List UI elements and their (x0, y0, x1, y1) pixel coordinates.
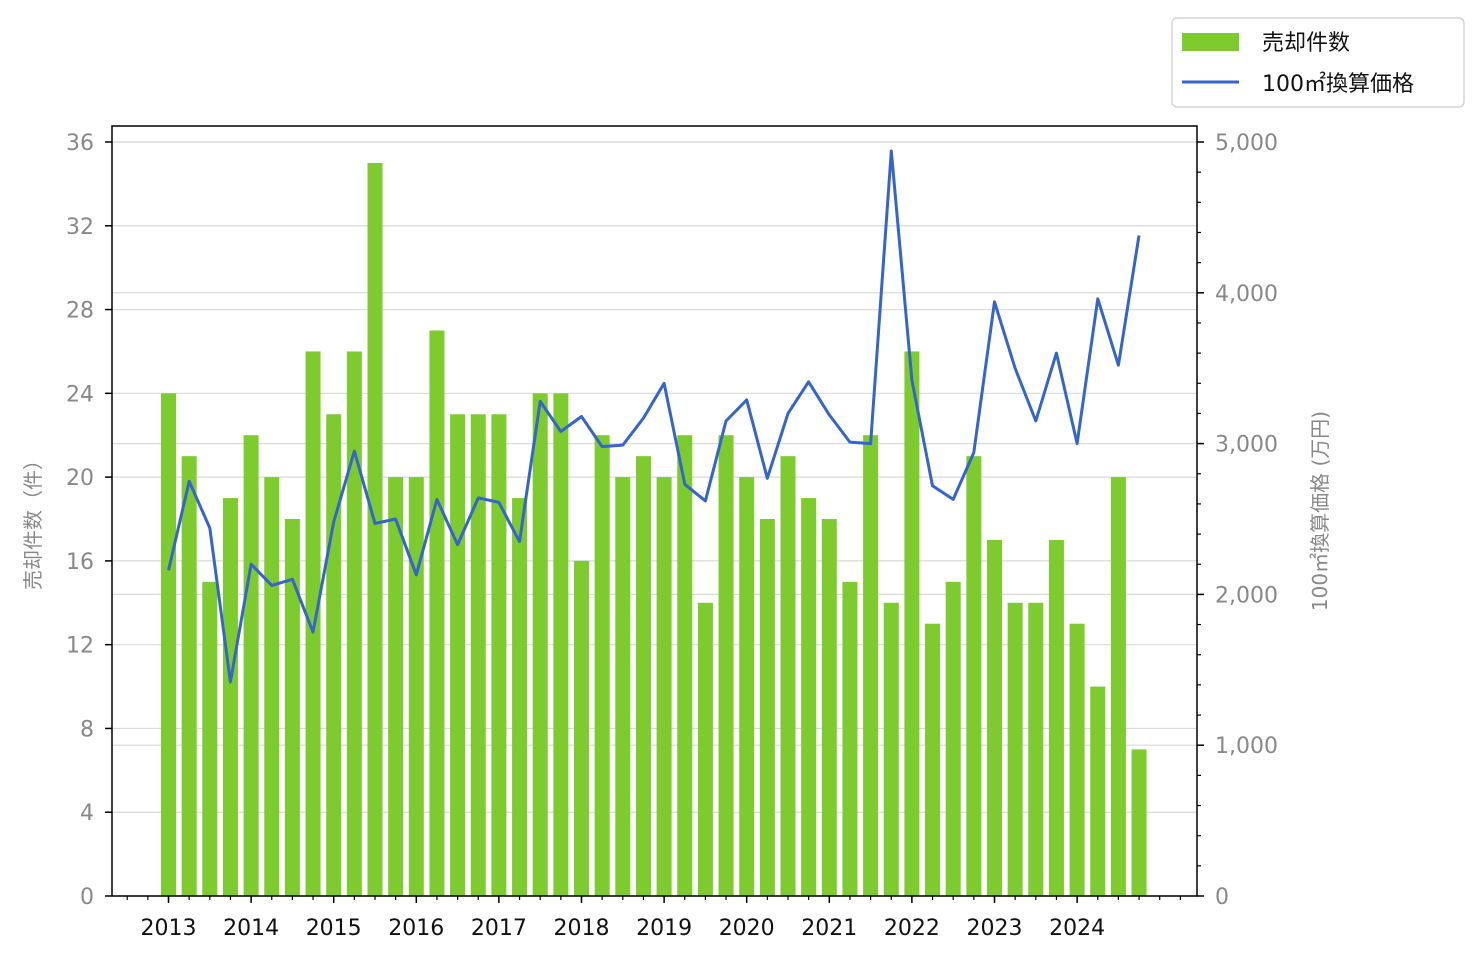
legend-line-label: 100㎡換算価格 (1262, 71, 1414, 97)
left-tick-label: 32 (66, 215, 94, 240)
bar (615, 477, 631, 896)
bar (945, 581, 961, 896)
bar (202, 581, 218, 896)
left-tick-label: 36 (66, 131, 94, 156)
legend-bar-label: 売却件数 (1262, 31, 1350, 56)
bar (222, 498, 238, 896)
bar (491, 414, 507, 896)
x-tick-label: 2018 (554, 916, 610, 941)
bar (677, 435, 693, 896)
bar (553, 393, 569, 896)
bar (635, 456, 651, 896)
line-series (167, 149, 1141, 684)
bar (718, 435, 734, 896)
bar (1048, 539, 1064, 896)
bar (1090, 686, 1106, 896)
left-tick-label: 16 (66, 550, 94, 575)
bar (243, 435, 259, 896)
x-tick-label: 2017 (471, 916, 527, 941)
plot-frame (111, 125, 1198, 897)
x-tick-label: 2024 (1049, 916, 1105, 941)
bar (1110, 477, 1126, 896)
bar (388, 477, 404, 896)
right-tick-label: 5,000 (1215, 131, 1278, 156)
x-tick-label: 2020 (719, 916, 775, 941)
x-tick-label: 2015 (306, 916, 362, 941)
left-tick-label: 4 (80, 801, 94, 826)
bar (1007, 602, 1023, 896)
legend-box (1171, 17, 1465, 108)
bar-series (161, 162, 1147, 896)
bar (925, 623, 941, 896)
left-tick-label: 8 (80, 717, 94, 742)
x-tick-label: 2013 (141, 916, 197, 941)
bar (759, 519, 775, 896)
bar (656, 477, 672, 896)
x-tick-label: 2016 (388, 916, 444, 941)
bar (574, 560, 589, 896)
x-tick-label: 2023 (967, 916, 1023, 941)
bar (470, 414, 486, 896)
bar (367, 162, 383, 896)
bar (161, 393, 176, 896)
bar (966, 456, 982, 896)
left-tick-label: 28 (66, 299, 94, 324)
bar (429, 330, 445, 896)
bar (842, 581, 858, 896)
right-tick-label: 4,000 (1215, 282, 1278, 307)
right-tick-label: 0 (1215, 885, 1229, 910)
bar (594, 435, 610, 896)
bar (1069, 623, 1085, 896)
x-axis: 2013 2014 2015 2016 2017 2018 2019 2020 2021 2022… (126, 896, 1181, 941)
legend-bar-swatch (1182, 33, 1239, 51)
bar (264, 477, 280, 896)
left-tick-label: 20 (66, 466, 94, 491)
x-tick-label: 2022 (884, 916, 940, 941)
x-tick-label: 2014 (223, 916, 279, 941)
bar (181, 456, 197, 896)
bar (697, 602, 713, 896)
bar (821, 519, 837, 896)
left-tick-label: 0 (80, 885, 94, 910)
x-tick-label: 2021 (801, 916, 857, 941)
left-axis-label: 売却件数（件） (21, 450, 45, 590)
bar (450, 414, 466, 896)
bar (904, 351, 920, 896)
bar (408, 477, 424, 896)
right-tick-label: 2,000 (1215, 583, 1278, 608)
bar (863, 435, 879, 896)
right-tick-label: 1,000 (1215, 734, 1278, 759)
bar (987, 539, 1002, 896)
bar (284, 519, 300, 896)
price-line (167, 149, 1141, 684)
bar (801, 498, 817, 896)
bar (739, 477, 755, 896)
bar (1131, 749, 1147, 896)
bar (346, 351, 362, 896)
bar (883, 602, 899, 896)
right-axis: 0 1,000 2,000 3,000 4,000 5,000 (1197, 131, 1278, 910)
x-tick-label: 2019 (636, 916, 692, 941)
left-tick-label: 24 (66, 382, 94, 407)
left-tick-label: 12 (66, 634, 94, 659)
right-tick-label: 3,000 (1215, 433, 1278, 458)
bar (780, 456, 796, 896)
bar (326, 414, 342, 896)
legend: 売却件数 100㎡換算価格 (1171, 17, 1465, 108)
right-axis-label: 100㎡換算価格 (万円) (1308, 411, 1332, 611)
bar (532, 393, 548, 896)
bar (512, 498, 528, 896)
bar (1028, 602, 1044, 896)
left-axis: 0 4 8 12 16 20 24 28 32 36 (66, 131, 112, 910)
